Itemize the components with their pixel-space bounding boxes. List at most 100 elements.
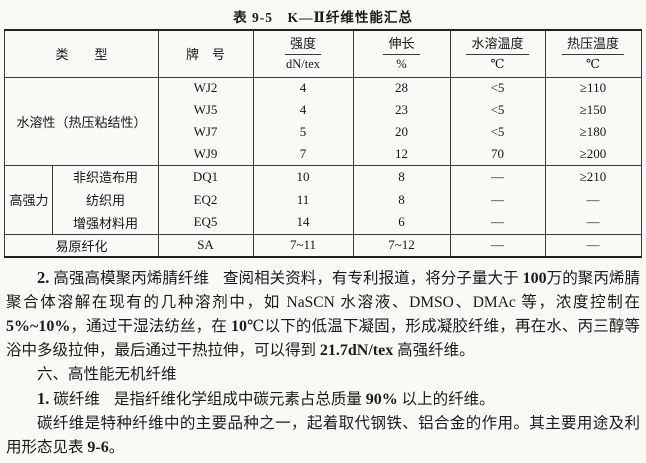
- text-segment: 100: [522, 270, 547, 287]
- cell-grade: DQ1: [157, 165, 254, 188]
- cell-press-temp: —: [544, 211, 642, 234]
- table-row: WJ9 7 12 70 ≥200: [5, 143, 642, 165]
- cell-elongation: 8: [352, 188, 451, 211]
- item-heading: 高强高模聚丙烯腈纤维: [53, 270, 210, 287]
- cell-press-temp: ≥210: [544, 165, 642, 188]
- text-segment: 9-6: [87, 439, 109, 456]
- cell-strength: 14: [252, 211, 354, 234]
- table-row: 增强材料用 EQ5 14 6 — —: [5, 211, 642, 234]
- col-header-press-temp: 热压温度 ℃: [544, 30, 642, 77]
- item-number: 2.: [37, 268, 50, 287]
- text-segment: DMSO、DMAc: [409, 294, 516, 311]
- elongation-label: 伸长: [383, 36, 420, 55]
- text-segment: 是指纤维化学组成中碳元素占总质量: [113, 391, 366, 408]
- cell-strength: 4: [252, 99, 354, 121]
- item-number: 1.: [37, 389, 50, 408]
- cell-grade: WJ7: [157, 121, 254, 143]
- cell-water-temp: —: [449, 188, 546, 211]
- text-segment: 碳纤维是特种纤维中的主要品种之一，起着取代钢铁、铝合金的作用。其主要用途及利用形…: [6, 415, 640, 456]
- group-fibrillatable: 易原纤化 SA 7~11 7~12 — —: [4, 234, 642, 257]
- cell-strength: 7: [252, 143, 354, 165]
- press-temp-fraction: 热压温度 ℃: [561, 36, 624, 71]
- paragraph-text: 是指纤维化学组成中碳元素占总质量 90% 以上的纤维。: [114, 391, 495, 408]
- cell-grade: EQ2: [157, 188, 254, 211]
- text-segment: 90%: [365, 391, 398, 408]
- cell-strength: 10: [252, 165, 354, 188]
- cell-grade: WJ5: [157, 99, 254, 121]
- elongation-unit: %: [396, 56, 407, 71]
- fiber-properties-table: 类 型 牌 号 强度 dN/tex 伸长% 水溶温度 ℃ 热压温度 ℃ 水溶性（热压粘…: [4, 29, 642, 258]
- text-segment: 查阅相关资料，有专利报道，将分子量大于: [223, 270, 523, 287]
- cell-water-temp: —: [449, 211, 546, 234]
- cell-type: 易原纤化: [4, 234, 159, 257]
- paragraph-text: 查阅相关资料，有专利报道，将分子量大于 100万的聚丙烯腈聚合体溶解在现有的几种…: [6, 270, 640, 359]
- press-temp-label: 热压温度: [561, 36, 624, 55]
- text-segment: NaSCN: [286, 294, 335, 311]
- text-segment: 万的聚丙烯腈聚合体溶解在现有的几种溶剂中，如: [6, 270, 640, 311]
- cell-grade: SA: [157, 234, 254, 257]
- water-temp-fraction: 水溶温度 ℃: [466, 36, 529, 71]
- paragraph-carbon-fiber: 1. 碳纤维 是指纤维化学组成中碳元素占总质量 90% 以上的纤维。: [6, 387, 640, 412]
- cell-elongation: 8: [352, 165, 451, 188]
- strength-label: 强度: [284, 36, 321, 55]
- col-header-type: 类 型: [4, 30, 159, 77]
- text-segment: 。: [108, 439, 125, 456]
- col-header-elongation: 伸长%: [352, 30, 451, 77]
- cell-grade: WJ9: [157, 143, 254, 165]
- text-segment: 10: [230, 318, 247, 335]
- water-temp-label: 水溶温度: [466, 36, 529, 55]
- text-segment: 高强纤维。: [393, 342, 475, 359]
- text-segment: ，通过干湿法纺丝，在: [70, 318, 231, 335]
- cell-water-temp: —: [449, 165, 546, 188]
- cell-water-temp: <5: [449, 121, 546, 143]
- text-segment: 以上的纤维。: [397, 391, 495, 408]
- group-high-strength: 高强力 非织造布用 DQ1 10 8 — ≥210 纺织用 EQ2 11 8 —…: [4, 165, 642, 234]
- text-segment: 5%~10%: [6, 318, 71, 335]
- cell-elongation: 6: [352, 211, 451, 234]
- cell-elongation: 28: [352, 77, 451, 99]
- col-header-strength: 强度 dN/tex: [252, 30, 354, 77]
- cell-water-temp: <5: [449, 99, 546, 121]
- text-segment: ℃以下的低温下凝固，形成凝胶纤维，再在水、丙三醇等浴中多级拉伸，最后通过干热拉伸…: [6, 318, 640, 359]
- table-row: 易原纤化 SA 7~11 7~12 — —: [4, 234, 642, 257]
- strength-unit: dN/tex: [285, 56, 320, 71]
- cell-type: 高强力: [4, 165, 54, 234]
- paragraph-carbon-usage: 碳纤维是特种纤维中的主要品种之一，起着取代钢铁、铝合金的作用。其主要用途及利用形…: [6, 412, 640, 460]
- cell-press-temp: ≥150: [544, 99, 642, 121]
- text-segment: 21.7dN/tex: [319, 342, 394, 359]
- cell-press-temp: —: [544, 234, 642, 257]
- cell-elongation: 7~12: [352, 234, 451, 257]
- cell-subtype: 增强材料用: [52, 211, 159, 234]
- cell-strength: 5: [252, 121, 354, 143]
- cell-subtype: 非织造布用: [52, 165, 159, 188]
- table-row: 水溶性（热压粘结性） WJ2 4 28 <5 ≥110: [4, 77, 642, 165]
- group-water-soluble: 水溶性（热压粘结性） WJ2 4 28 <5 ≥110 WJ5 4 23 <5 …: [4, 77, 642, 165]
- item-heading: 碳纤维: [53, 391, 100, 408]
- cell-elongation: 23: [352, 99, 451, 121]
- elongation-fraction: 伸长%: [383, 36, 420, 71]
- cell-type: 水溶性（热压粘结性）: [4, 77, 159, 165]
- cell-water-temp: 70: [449, 143, 546, 165]
- text-segment: 水溶液、: [334, 294, 410, 311]
- table-row: WJ7 5 20 <5 ≥180: [5, 121, 642, 143]
- text-segment: 等，浓度控制在: [515, 294, 640, 311]
- table-row: 纺织用 EQ2 11 8 — —: [5, 188, 642, 211]
- cell-strength: 11: [252, 188, 354, 211]
- col-header-grade: 牌 号: [157, 30, 254, 77]
- strength-fraction: 强度 dN/tex: [284, 36, 321, 71]
- paragraph-pan-fiber: 2. 高强高模聚丙烯腈纤维 查阅相关资料，有专利报道，将分子量大于 100万的聚丙烯…: [6, 266, 640, 363]
- cell-grade: WJ2: [157, 77, 254, 99]
- paragraph-text: 碳纤维是特种纤维中的主要品种之一，起着取代钢铁、铝合金的作用。其主要用途及利用形…: [6, 415, 640, 456]
- table-row: 高强力 非织造布用 DQ1 10 8 — ≥210: [4, 165, 642, 234]
- cell-grade: EQ5: [157, 211, 254, 234]
- cell-press-temp: —: [544, 188, 642, 211]
- table-row: WJ5 4 23 <5 ≥150: [5, 99, 642, 121]
- cell-elongation: 20: [352, 121, 451, 143]
- table-caption: 表 9-5 K—Ⅱ纤维性能汇总: [233, 10, 413, 25]
- press-temp-unit: ℃: [586, 56, 600, 71]
- header-row: 类 型 牌 号 强度 dN/tex 伸长% 水溶温度 ℃ 热压温度 ℃: [4, 30, 642, 77]
- section-heading-inorganic-fibers: 六、高性能无机纤维: [37, 366, 177, 383]
- cell-subtype: 纺织用: [52, 188, 159, 211]
- cell-press-temp: ≥180: [544, 121, 642, 143]
- cell-strength: 7~11: [252, 234, 354, 257]
